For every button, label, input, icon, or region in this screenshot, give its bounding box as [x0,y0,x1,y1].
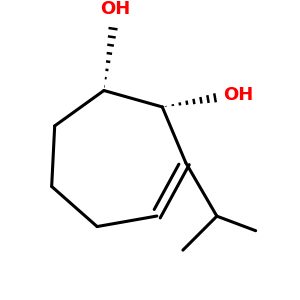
Text: OH: OH [100,0,131,18]
Text: OH: OH [223,86,253,104]
